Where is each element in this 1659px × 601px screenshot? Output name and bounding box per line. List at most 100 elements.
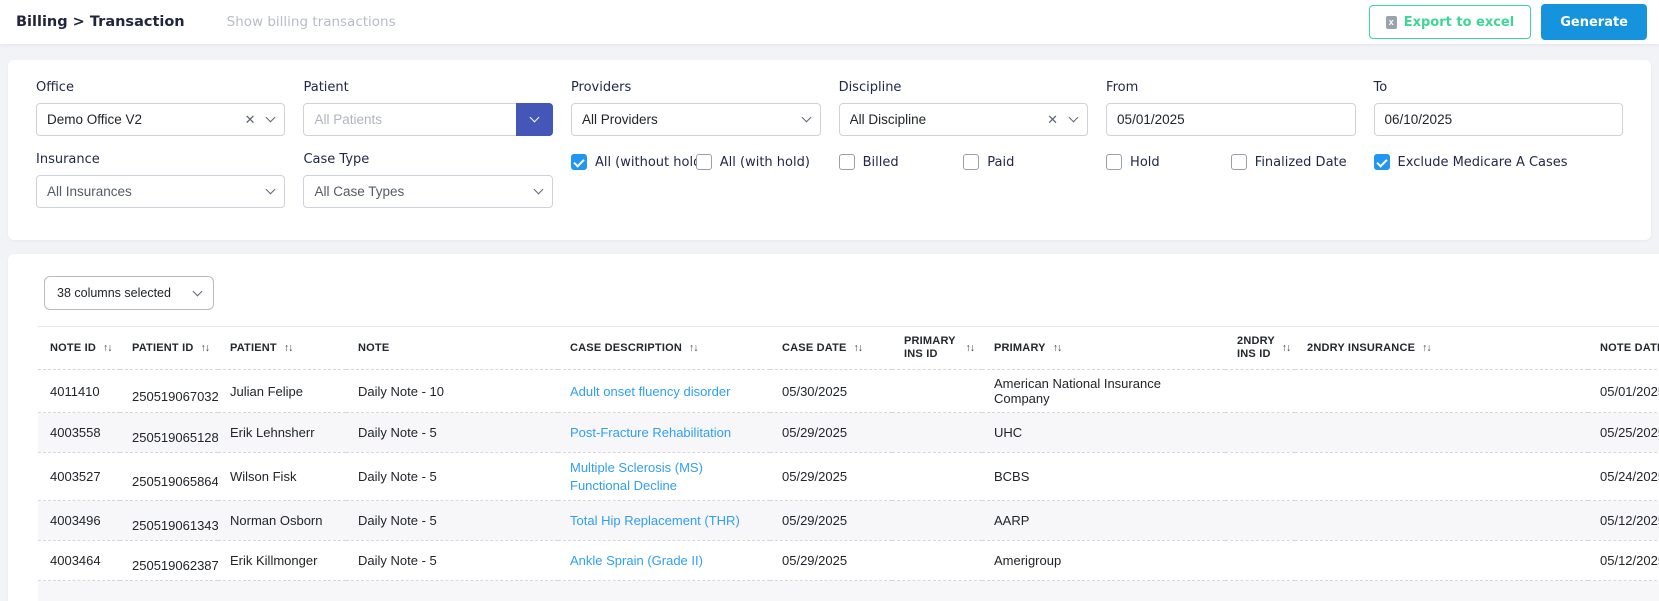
to-date-input[interactable] (1373, 103, 1623, 136)
case-type-value: All Case Types (314, 184, 405, 199)
2ndry-ins-id-cell (1225, 452, 1295, 502)
office-select[interactable]: Demo Office V2 ✕ (36, 103, 286, 136)
top-bar: Billing > Transaction Show billing trans… (0, 0, 1659, 44)
chevron-down-icon (801, 112, 812, 123)
col-note-date[interactable]: NOTE DATE ↑↓ (1588, 326, 1659, 371)
primary-ins-id-cell (892, 500, 982, 542)
2ndry-ins-id-cell (1225, 369, 1295, 414)
2ndry-insurance-cell (1295, 500, 1588, 542)
checkbox-icon[interactable] (1373, 154, 1390, 170)
note-id-cell: 4011410 (38, 369, 120, 414)
checkbox-exclude-medicare-a[interactable]: Exclude Medicare A Cases (1373, 154, 1623, 170)
checkbox-icon[interactable] (570, 154, 587, 170)
col-note[interactable]: NOTE (346, 326, 558, 371)
sort-icon[interactable]: ↑↓ (1281, 342, 1291, 355)
patient-cell: Erik Killmonger (218, 540, 346, 582)
checkbox-label: All (without hold) (594, 154, 707, 170)
checkbox-icon[interactable] (1230, 154, 1247, 170)
sort-icon[interactable]: ↑↓ (1052, 342, 1062, 355)
col-primary[interactable]: PRIMARY ↑↓ (982, 326, 1225, 371)
excel-file-icon (1385, 15, 1397, 29)
column-label: NOTE (358, 341, 390, 354)
sort-icon[interactable]: ↑↓ (1422, 342, 1431, 355)
case-description-link[interactable]: Ankle Sprain (Grade II) (570, 553, 703, 569)
column-label: PATIENT ID (132, 341, 194, 354)
export-to-excel-button[interactable]: Export to excel (1368, 5, 1532, 39)
col-2ndry-ins-id[interactable]: 2NDRY INS ID ↑↓ (1225, 326, 1295, 371)
header-row: NOTE ID ↑↓ PATIENT ID ↑↓ PATIENT ↑↓ NOTE… (38, 326, 1659, 371)
checkbox-icon[interactable] (1106, 154, 1123, 170)
chevron-down-icon (192, 286, 203, 296)
patient-id-cell: 250519065128 (120, 412, 218, 454)
columns-selector[interactable]: 38 columns selected (44, 276, 214, 310)
sort-icon[interactable]: ↑↓ (283, 342, 293, 355)
note-date-cell: 05/01/2025 (1588, 369, 1659, 414)
generate-button[interactable]: Generate (1541, 4, 1647, 40)
checkbox-label: Billed (862, 154, 899, 170)
table-row[interactable]: 4003464 250519062387 Erik Killmonger Dai… (38, 540, 1659, 582)
from-date-input[interactable] (1106, 103, 1356, 136)
case-description-link[interactable]: Total Hip Replacement (THR) (570, 513, 740, 529)
case-description-cell: Adult onset fluency disorder (558, 369, 770, 414)
checkbox-label: Finalized Date (1254, 154, 1347, 170)
col-patient-id[interactable]: PATIENT ID ↑↓ (120, 326, 218, 371)
checkbox-hold[interactable]: Hold (1106, 154, 1231, 170)
case-description-link[interactable]: Adult onset fluency disorder (570, 383, 731, 399)
col-patient[interactable]: PATIENT ↑↓ (218, 326, 346, 371)
table-scroll-area[interactable]: NOTE ID ↑↓ PATIENT ID ↑↓ PATIENT ↑↓ NOTE… (38, 326, 1659, 601)
checkbox-billed[interactable]: Billed (838, 154, 964, 170)
case-description-link[interactable]: Multiple Sclerosis (MS) Functional Decli… (570, 460, 703, 493)
checkbox-all-without-hold[interactable]: All (without hold) (570, 154, 706, 170)
chevron-down-icon (533, 184, 544, 195)
clear-icon[interactable]: ✕ (1047, 112, 1059, 127)
table-row[interactable]: 4011410 250519067032 Julian Felipe Daily… (38, 369, 1659, 414)
patient-cell: Julian Felipe (218, 369, 346, 414)
filters-panel: Office Demo Office V2 ✕ Patient All Pati… (8, 60, 1651, 240)
patient-label: Patient (303, 80, 349, 95)
checkbox-finalized-date[interactable]: Finalized Date (1230, 154, 1356, 170)
checkbox-label: All (with hold) (719, 154, 810, 170)
sort-icon[interactable]: ↑↓ (853, 342, 863, 355)
table-row[interactable]: 4003558 250519065128 Erik Lehnsherr Dail… (38, 412, 1659, 454)
col-2ndry-insurance[interactable]: 2NDRY INSURANCE ↑↓ (1295, 326, 1588, 371)
col-primary-ins-id[interactable]: PRIMARY INS ID ↑↓ (892, 326, 982, 371)
col-note-id[interactable]: NOTE ID ↑↓ (38, 326, 120, 371)
patient-dropdown-button[interactable] (515, 103, 553, 136)
case-description-cell: Total Hip Replacement (THR) (558, 500, 770, 542)
table-row[interactable]: 4003496 250519061343 Norman Osborn Daily… (38, 500, 1659, 542)
sort-icon[interactable]: ↑↓ (689, 342, 698, 355)
checkbox-paid[interactable]: Paid (963, 154, 1088, 170)
case-type-select[interactable]: All Case Types (303, 175, 553, 208)
case-description-link[interactable]: Post-Fracture Rehabilitation (570, 425, 732, 441)
patient-select[interactable]: All Patients (303, 103, 553, 136)
checkbox-label: Hold (1130, 154, 1160, 170)
2ndry-ins-id-cell (1225, 500, 1295, 542)
sort-icon[interactable]: ↑↓ (103, 342, 112, 355)
sort-icon[interactable]: ↑↓ (965, 342, 975, 355)
checkbox-icon[interactable] (838, 154, 855, 170)
primary-cell: Amerigroup (982, 540, 1225, 582)
patient-cell: Norman Osborn (218, 500, 346, 542)
checkbox-icon[interactable] (963, 154, 980, 170)
transactions-table: NOTE ID ↑↓ PATIENT ID ↑↓ PATIENT ↑↓ NOTE… (38, 326, 1659, 601)
table-header: NOTE ID ↑↓ PATIENT ID ↑↓ PATIENT ↑↓ NOTE… (38, 326, 1659, 371)
col-case-description[interactable]: CASE DESCRIPTION ↑↓ (558, 326, 770, 371)
table-body: 4011410 250519067032 Julian Felipe Daily… (38, 369, 1659, 601)
insurance-select[interactable]: All Insurances (36, 175, 286, 208)
sort-icon[interactable]: ↑↓ (200, 342, 209, 355)
office-label: Office (36, 80, 74, 95)
2ndry-insurance-cell (1295, 540, 1588, 582)
col-case-date[interactable]: CASE DATE ↑↓ (770, 326, 892, 371)
checkbox-icon[interactable] (695, 154, 712, 170)
table-row[interactable]: 4003527 250519065864 Wilson Fisk Daily N… (38, 452, 1659, 502)
patient-placeholder: All Patients (314, 112, 383, 127)
filters-grid: Office Demo Office V2 ✕ Patient All Pati… (36, 80, 1623, 208)
table-row-partial (38, 580, 1659, 601)
discipline-select[interactable]: All Discipline ✕ (838, 103, 1089, 136)
primary-cell: American National Insurance Company (982, 369, 1225, 414)
clear-icon[interactable]: ✕ (244, 112, 256, 127)
providers-select[interactable]: All Providers (570, 103, 821, 136)
filter-case-type: Case Type All Case Types (303, 152, 553, 208)
checkbox-all-with-hold[interactable]: All (with hold) (695, 154, 821, 170)
